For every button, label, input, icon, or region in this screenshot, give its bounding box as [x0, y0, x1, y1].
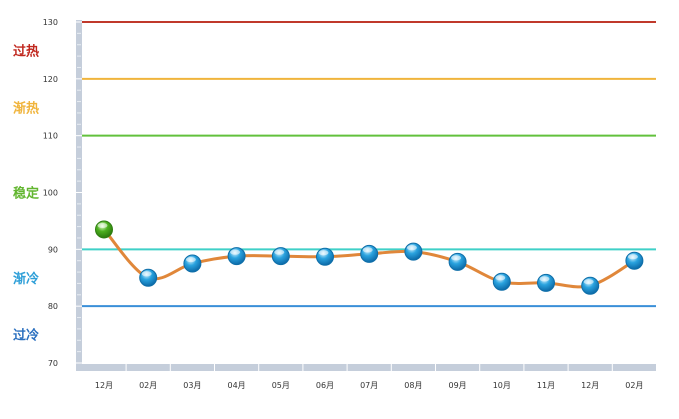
- zone-label: 渐热: [13, 100, 39, 116]
- zone-label: 过冷: [13, 328, 39, 344]
- zone-label: 渐冷: [13, 271, 39, 287]
- y-tick-label: 120: [43, 75, 58, 84]
- y-axis-bar: [76, 20, 82, 370]
- marker-highlight: [185, 256, 196, 263]
- marker-highlight: [318, 250, 329, 256]
- marker-highlight: [539, 276, 550, 282]
- x-tick-label: 03月: [183, 381, 201, 390]
- marker-highlight: [97, 222, 108, 229]
- x-axis-bar: [76, 364, 656, 371]
- x-tick-label: 07月: [360, 381, 378, 390]
- x-tick-label: 02月: [139, 381, 157, 390]
- marker-highlight: [406, 245, 417, 251]
- x-tick-label: 04月: [228, 381, 246, 390]
- marker-highlight: [230, 249, 241, 255]
- x-tick-label: 12月: [95, 381, 113, 390]
- y-tick-label: 90: [48, 245, 58, 254]
- marker-highlight: [141, 271, 152, 277]
- marker-highlight: [495, 275, 506, 281]
- x-tick-label: 09月: [449, 381, 467, 390]
- x-tick-label: 11月: [537, 381, 555, 390]
- marker-highlight: [583, 279, 594, 285]
- x-tick-label: 12月: [581, 381, 599, 390]
- x-tick-label: 10月: [493, 381, 511, 390]
- y-tick-label: 130: [43, 18, 58, 27]
- y-tick-label: 80: [48, 302, 58, 311]
- x-tick-label: 02月: [625, 381, 643, 390]
- zone-label: 过热: [13, 43, 39, 59]
- y-tick-label: 110: [43, 132, 58, 141]
- marker-highlight: [274, 249, 285, 255]
- y-tick-label: 100: [43, 189, 58, 198]
- marker-highlight: [451, 255, 462, 261]
- zone-label: 稳定: [13, 186, 39, 202]
- x-tick-label: 08月: [404, 381, 422, 390]
- x-tick-label: 05月: [272, 381, 290, 390]
- marker-highlight: [627, 254, 638, 260]
- y-tick-label: 70: [48, 359, 58, 368]
- marker-highlight: [362, 247, 373, 253]
- x-tick-label: 06月: [316, 381, 334, 390]
